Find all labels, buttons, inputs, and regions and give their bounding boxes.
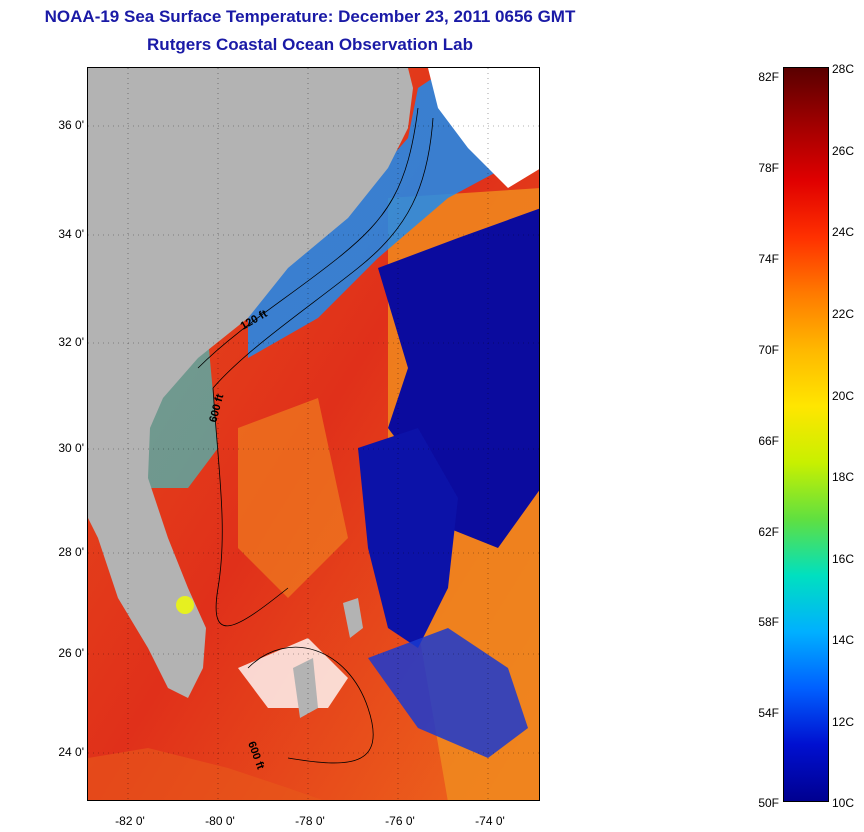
cold-water-south (368, 628, 528, 758)
cloud-north (428, 68, 539, 188)
colorbar-label-c: 10C (832, 796, 855, 810)
lon-tick-label: -74 0' (475, 814, 505, 828)
land-cuba (88, 748, 323, 800)
orange-water-central (238, 398, 348, 598)
lat-tick-label: 32 0' (58, 335, 84, 349)
lake-okeechobee (176, 596, 194, 614)
colorbar-label-c: 28C (832, 62, 855, 76)
colorbar-label-f: 50F (758, 796, 779, 810)
colorbar-label-f: 62F (758, 525, 779, 539)
lon-tick-label: -76 0' (385, 814, 415, 828)
colorbar-label-c: 24C (832, 225, 855, 239)
map-title: NOAA-19 Sea Surface Temperature: Decembe… (44, 7, 576, 26)
colorbar-label-c: 22C (832, 307, 855, 321)
colorbar-label-f: 82F (758, 70, 779, 84)
colorbar-label-f: 66F (758, 434, 779, 448)
colorbar-label-c: 18C (832, 470, 855, 484)
sst-map: 120 ft 600 ft 600 ft (87, 67, 540, 801)
lon-tick-label: -78 0' (295, 814, 325, 828)
depth-contours (197, 107, 434, 764)
colorbar-label-c: 26C (832, 144, 855, 158)
land-bahamas (343, 598, 363, 638)
sst-map-graphic: 120 ft 600 ft 600 ft (88, 68, 539, 800)
land-andros (293, 658, 318, 718)
lat-tick-label: 28 0' (58, 545, 84, 559)
colorbar-label-f: 58F (758, 615, 779, 629)
lat-tick-label: 36 0' (58, 118, 84, 132)
cold-water-central (358, 428, 458, 648)
cloud-bahamas (238, 638, 348, 708)
colorbar-label-c: 20C (832, 389, 855, 403)
lon-tick-label: -82 0' (115, 814, 145, 828)
colorbar-label-f: 78F (758, 161, 779, 175)
map-subtitle: Rutgers Coastal Ocean Observation Lab (147, 35, 473, 54)
colorbar-label-f: 70F (758, 343, 779, 357)
lat-tick-label: 26 0' (58, 646, 84, 660)
colorbar-label-c: 12C (832, 715, 855, 729)
colorbar-label-f: 54F (758, 706, 779, 720)
land-us-florida (88, 68, 413, 698)
lat-tick-label: 34 0' (58, 227, 84, 241)
lat-tick-label: 24 0' (58, 745, 84, 759)
temperature-colorbar (783, 67, 829, 802)
colorbar-label-c: 16C (832, 552, 855, 566)
colorbar-label-f: 74F (758, 252, 779, 266)
lat-tick-label: 30 0' (58, 441, 84, 455)
colorbar-label-c: 14C (832, 633, 855, 647)
lon-tick-label: -80 0' (205, 814, 235, 828)
graticule (88, 68, 539, 800)
